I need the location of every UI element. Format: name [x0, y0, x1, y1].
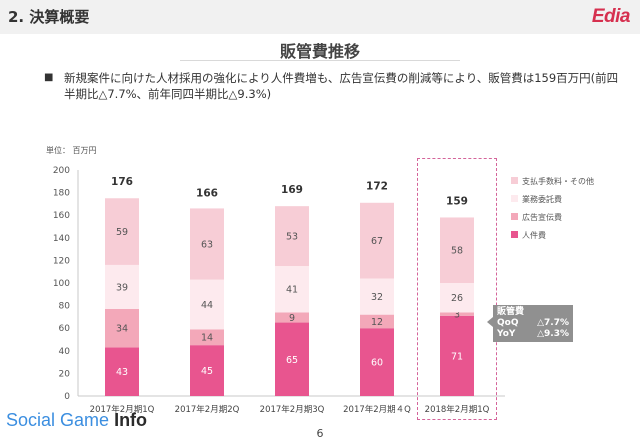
bar-value-label: 43: [116, 367, 128, 378]
summary-text: 新規案件に向けた人材採用の強化により人件費増も、広告宣伝費の削減等により、販管費…: [64, 71, 619, 101]
bar-segment: [440, 312, 474, 316]
legend-swatch: [511, 213, 518, 220]
bar-value-label: 59: [116, 227, 128, 238]
legend-label: 業務委託費: [522, 194, 562, 204]
x-tick-label: 2018年2月期1Q: [425, 404, 490, 415]
callout-yoy-value: △9.3%: [537, 329, 569, 339]
bar-segment: [275, 206, 309, 267]
x-tick-label: 2017年2月期1Q: [90, 404, 155, 415]
y-tick-label: 80: [59, 302, 71, 312]
bar-value-label: 3: [454, 310, 460, 321]
bar-total-label: 169: [281, 184, 303, 196]
bar-segment: [190, 279, 224, 330]
bar-value-label: 26: [451, 293, 463, 304]
callout-qoq-row: QoQ △7.7%: [497, 318, 569, 329]
page-number: 6: [316, 427, 324, 440]
callout-title: 販管費: [497, 307, 525, 317]
square-bullet-icon: ■: [44, 72, 54, 83]
legend-swatch: [511, 195, 518, 202]
bar-segment: [440, 283, 474, 313]
bar-value-label: 58: [451, 246, 463, 257]
bar-value-label: 44: [201, 300, 213, 311]
bar-value-label: 34: [116, 324, 128, 335]
y-tick-label: 40: [59, 347, 71, 357]
bar-value-label: 65: [286, 355, 298, 366]
slide-title: 販管費推移: [279, 42, 360, 61]
bar-segment: [190, 208, 224, 280]
callout-qoq-label: QoQ: [497, 318, 519, 328]
y-tick-label: 180: [53, 189, 70, 199]
bar-segment: [360, 314, 394, 329]
y-tick-label: 160: [53, 211, 70, 221]
bar-value-label: 39: [116, 282, 128, 293]
bar-total-label: 172: [366, 181, 388, 193]
title-underline: [180, 60, 460, 61]
section-title: 2. 決算概要: [8, 8, 90, 26]
bar-total-label: 166: [196, 187, 218, 199]
y-tick-label: 100: [53, 279, 70, 289]
x-tick-label: 2017年2月期2Q: [175, 404, 240, 415]
bar-segment: [440, 315, 474, 396]
sga-change-callout: 販管費 QoQ △7.7% YoY △9.3%: [487, 305, 573, 342]
bar-value-label: 63: [201, 240, 213, 251]
callout-qoq-value: △7.7%: [537, 318, 569, 328]
y-unit-label: 単位： 百万円: [46, 145, 97, 155]
y-tick-label: 140: [53, 234, 70, 244]
bar-value-label: 9: [289, 313, 295, 324]
brand-light-text: Social Game: [6, 410, 110, 430]
bar-value-label: 67: [371, 236, 383, 247]
latest-quarter-highlight-box: [417, 158, 497, 420]
bar-segment: [190, 329, 224, 346]
y-tick-label: 200: [53, 166, 70, 176]
bar-segment: [275, 266, 309, 313]
bar-value-label: 32: [371, 292, 383, 303]
social-game-info-logo: Social Game Info: [6, 410, 147, 431]
y-tick-label: 0: [64, 392, 70, 402]
bar-total-label: 159: [446, 195, 468, 207]
bar-segment: [440, 217, 474, 283]
callout-yoy-row: YoY △9.3%: [497, 329, 569, 340]
bar-value-label: 53: [286, 232, 298, 243]
y-tick-label: 60: [59, 324, 71, 334]
bar-value-label: 45: [201, 366, 213, 377]
legend-label: 人件費: [522, 230, 546, 240]
legend-label: 支払手数料・その他: [522, 176, 594, 186]
bar-segment: [105, 264, 139, 309]
x-tick-label: 2017年2月期3Q: [260, 404, 325, 415]
y-tick-label: 20: [59, 369, 71, 379]
callout-yoy-label: YoY: [497, 329, 516, 339]
bar-total-label: 176: [111, 176, 133, 188]
bar-segment: [360, 328, 394, 396]
bar-segment: [105, 198, 139, 265]
legend-label: 広告宣伝費: [522, 212, 562, 222]
bar-segment: [105, 347, 139, 396]
bar-segment: [275, 322, 309, 396]
edia-logo: Edia: [591, 6, 631, 27]
y-tick-label: 120: [53, 256, 70, 266]
bar-value-label: 14: [201, 333, 213, 344]
bar-value-label: 12: [371, 317, 383, 328]
legend-swatch: [511, 177, 518, 184]
bar-value-label: 71: [451, 351, 463, 362]
bar-segment: [275, 312, 309, 323]
bar-value-label: 41: [286, 285, 298, 296]
bar-segment: [105, 308, 139, 348]
bar-segment: [360, 278, 394, 315]
bar-segment: [190, 345, 224, 396]
bar-segment: [360, 202, 394, 279]
brand-bold-text: Info: [114, 410, 148, 430]
x-tick-label: 2017年2月期４Q: [343, 404, 411, 415]
legend-swatch: [511, 231, 518, 238]
bar-value-label: 60: [371, 358, 383, 369]
header-bar: [0, 0, 640, 34]
